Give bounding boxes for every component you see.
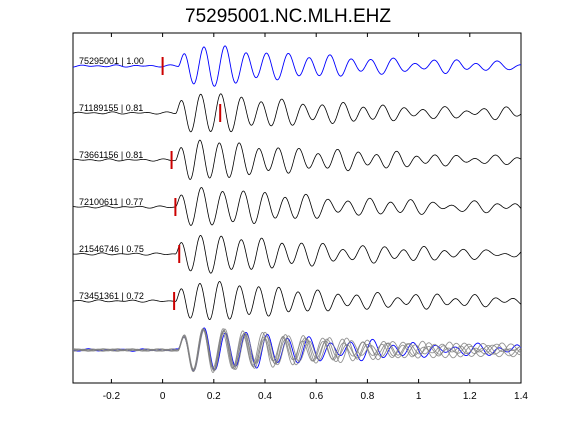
trace-label-0: 75295001 | 1.00 [79, 56, 144, 66]
trace-line-2 [72, 139, 522, 180]
trace-label-5: 73451361 | 0.72 [79, 291, 144, 301]
trace-line-1 [72, 93, 522, 133]
x-tick-label: 0 [160, 391, 166, 402]
x-tick-label: 0.6 [309, 391, 323, 402]
chart-title: 75295001.NC.MLH.EHZ [185, 6, 391, 27]
stack-line-5 [73, 328, 522, 372]
x-tick-label: 0.2 [207, 391, 221, 402]
x-tick-label: -0.2 [103, 391, 121, 402]
axes-frame [72, 32, 522, 384]
x-tick-label: 0.8 [360, 391, 374, 402]
trace-label-4: 21546746 | 0.75 [79, 244, 144, 254]
x-tick-label: 1 [416, 391, 422, 402]
x-tick-label: 0.4 [258, 391, 272, 402]
trace-line-5 [72, 281, 522, 321]
stack-line-4 [72, 328, 522, 373]
x-tick-label: 1.4 [514, 391, 528, 402]
trace-label-1: 71189155 | 0.81 [79, 103, 143, 113]
x-tick-label: 1.2 [463, 391, 477, 402]
trace-line-4 [72, 235, 522, 274]
trace-line-3 [72, 187, 522, 226]
trace-label-3: 72100611 | 0.77 [79, 197, 143, 207]
trace-line-0 [72, 45, 522, 87]
trace-label-2: 73661156 | 0.81 [79, 150, 143, 160]
